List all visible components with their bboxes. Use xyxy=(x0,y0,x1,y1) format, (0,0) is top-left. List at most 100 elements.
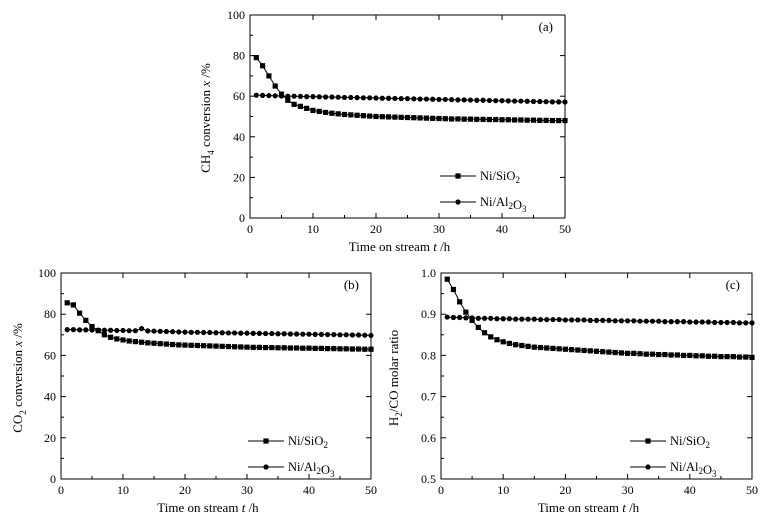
data-point-circle xyxy=(530,98,537,105)
data-point-circle xyxy=(275,331,281,337)
data-point-square xyxy=(213,343,219,349)
data-point-circle xyxy=(606,317,612,323)
data-point-square xyxy=(569,347,575,353)
data-point-circle xyxy=(457,314,463,321)
legend-marker-circle xyxy=(645,464,651,470)
data-point-square xyxy=(662,351,668,358)
data-point-circle xyxy=(291,93,297,99)
data-point-square xyxy=(404,114,411,121)
data-point-square xyxy=(687,352,693,358)
data-point-circle xyxy=(398,96,404,102)
data-point-circle xyxy=(349,332,355,338)
x-tick-label: 40 xyxy=(303,483,315,497)
data-point-square xyxy=(272,83,278,89)
data-point-circle xyxy=(331,331,337,338)
data-point-circle xyxy=(404,96,411,102)
data-point-circle xyxy=(182,329,188,335)
data-point-square xyxy=(699,353,705,359)
data-point-square xyxy=(475,324,481,330)
data-point-square xyxy=(266,73,272,79)
panel-c: 0 10 20 30 40 50 0.5 0.6 0.7 0.8 0.9 1.0 (c) Time on … xyxy=(386,266,758,515)
legend-label-text: Ni/SiO xyxy=(288,434,323,448)
data-point-square xyxy=(170,341,176,348)
x-axis-label: Time on stream t /h xyxy=(538,500,640,515)
y-axis-label-rest: conversion xyxy=(10,349,25,410)
data-point-circle xyxy=(266,92,272,99)
x-axis-unit-var: t xyxy=(242,500,246,515)
data-point-circle xyxy=(343,332,349,338)
data-point-square xyxy=(743,354,749,360)
data-point-circle xyxy=(544,316,550,323)
data-point-circle xyxy=(310,94,316,100)
series-ni-al2o3 xyxy=(253,92,568,105)
data-point-circle xyxy=(356,332,362,338)
legend-label-sub: 3 xyxy=(330,469,335,479)
data-point-square xyxy=(556,346,562,352)
legend-marker-square xyxy=(645,438,651,444)
data-point-square xyxy=(500,339,506,345)
x-axis-label-text: Time on stream xyxy=(157,500,238,515)
data-point-circle xyxy=(518,98,524,104)
data-point-square xyxy=(356,346,362,352)
data-point-square xyxy=(486,116,492,123)
data-point-circle xyxy=(500,316,506,322)
data-point-square xyxy=(519,342,525,349)
data-point-circle xyxy=(157,328,163,334)
data-point-circle xyxy=(70,327,76,333)
x-tick-label: 30 xyxy=(433,222,445,236)
y-axis-label-rest: /CO molar ratio xyxy=(386,330,401,412)
data-point-circle xyxy=(260,92,266,98)
data-point-circle xyxy=(120,327,126,334)
data-point-square xyxy=(392,114,398,120)
data-point-square xyxy=(543,117,549,123)
data-point-square xyxy=(300,345,306,351)
panel-label: (c) xyxy=(726,277,740,292)
data-point-circle xyxy=(151,328,157,334)
data-point-circle xyxy=(417,96,423,102)
data-point-square xyxy=(398,114,404,120)
data-point-circle xyxy=(562,317,569,323)
data-point-circle xyxy=(219,330,225,336)
x-tick-label: 20 xyxy=(370,222,382,236)
legend-label: Ni/SiO2 xyxy=(670,434,710,450)
data-point-circle xyxy=(354,95,360,101)
data-point-circle xyxy=(506,316,513,322)
data-point-square xyxy=(718,354,724,360)
data-point-square xyxy=(417,115,423,121)
legend-marker-square xyxy=(263,438,269,444)
x-tick-label: 40 xyxy=(684,483,696,497)
data-point-circle xyxy=(335,94,341,100)
legend-label-text: Ni/Al xyxy=(480,195,509,209)
data-point-circle xyxy=(318,331,324,337)
legend-label-sub: 2 xyxy=(698,466,703,476)
data-point-square xyxy=(455,116,461,122)
legend-label: Ni/Al2O3 xyxy=(288,460,335,479)
data-point-square xyxy=(730,354,736,360)
data-point-square xyxy=(562,117,568,124)
legend-marker-square xyxy=(455,173,461,179)
data-point-circle xyxy=(494,316,500,322)
data-point-circle xyxy=(556,99,562,105)
y-tick-label: 0.9 xyxy=(421,307,436,321)
data-point-circle xyxy=(481,315,488,321)
data-point-square xyxy=(481,330,488,336)
data-point-square xyxy=(120,337,126,343)
data-point-square xyxy=(354,112,360,118)
data-point-square xyxy=(108,334,114,340)
data-point-square xyxy=(194,342,200,349)
data-point-square xyxy=(525,343,531,349)
data-point-circle xyxy=(194,329,200,335)
data-point-circle xyxy=(525,316,531,322)
data-point-square xyxy=(297,103,303,109)
data-point-square xyxy=(562,346,568,352)
data-point-square xyxy=(549,117,555,124)
data-point-circle xyxy=(430,96,436,102)
data-point-circle xyxy=(64,327,70,333)
data-point-square xyxy=(531,344,537,350)
y-axis-label-sub: 2 xyxy=(394,412,404,417)
data-point-square xyxy=(250,344,256,350)
data-point-circle xyxy=(132,328,138,334)
data-point-square xyxy=(618,350,624,356)
data-point-circle xyxy=(461,97,467,103)
